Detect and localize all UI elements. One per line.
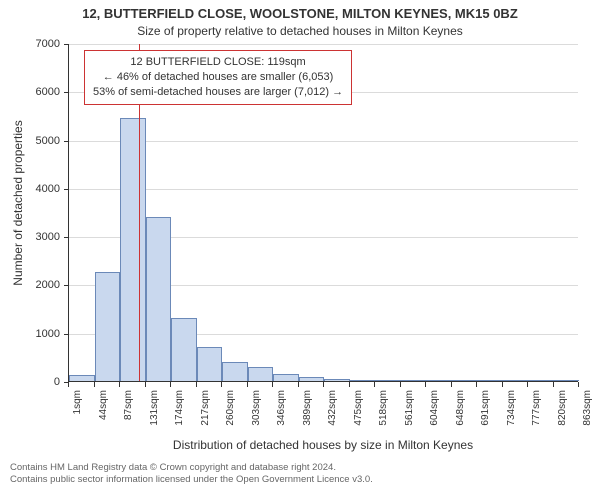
x-tick-label: 863sqm — [582, 390, 593, 426]
y-tick-label: 7000 — [26, 38, 60, 50]
x-axis-label: Distribution of detached houses by size … — [68, 438, 578, 452]
y-tick-label: 4000 — [26, 183, 60, 195]
x-tick-label: 174sqm — [174, 390, 185, 426]
histogram-bar — [95, 272, 121, 381]
y-tick-label: 3000 — [26, 231, 60, 243]
annotation-line1: 12 BUTTERFIELD CLOSE: 119sqm — [93, 55, 343, 70]
x-tick-mark — [527, 382, 528, 387]
y-tick-mark — [64, 141, 69, 142]
histogram-bar — [401, 380, 427, 381]
annotation-box: 12 BUTTERFIELD CLOSE: 119sqm ← 46% of de… — [84, 50, 352, 105]
x-tick-mark — [119, 382, 120, 387]
histogram-bar — [528, 380, 554, 381]
y-tick-label: 5000 — [26, 135, 60, 147]
x-tick-mark — [374, 382, 375, 387]
y-tick-mark — [64, 334, 69, 335]
histogram-bar — [350, 380, 376, 381]
y-tick-mark — [64, 44, 69, 45]
histogram-bar — [273, 374, 299, 381]
x-tick-mark — [476, 382, 477, 387]
x-tick-label: 346sqm — [276, 390, 287, 426]
x-tick-mark — [349, 382, 350, 387]
x-tick-label: 691sqm — [480, 390, 491, 426]
y-tick-label: 2000 — [26, 279, 60, 291]
x-tick-label: 131sqm — [149, 390, 160, 426]
x-tick-label: 44sqm — [98, 390, 109, 420]
histogram-bar — [171, 318, 197, 381]
x-tick-label: 87sqm — [123, 390, 134, 420]
x-tick-label: 734sqm — [506, 390, 517, 426]
annotation-line3: 53% of semi-detached houses are larger (… — [93, 85, 343, 100]
x-tick-mark — [323, 382, 324, 387]
x-tick-mark — [451, 382, 452, 387]
histogram-bar — [248, 367, 274, 381]
x-tick-label: 604sqm — [429, 390, 440, 426]
x-tick-label: 432sqm — [327, 390, 338, 426]
x-tick-label: 475sqm — [353, 390, 364, 426]
x-tick-mark — [221, 382, 222, 387]
footer-line1: Contains HM Land Registry data © Crown c… — [10, 462, 373, 474]
x-tick-mark — [298, 382, 299, 387]
x-tick-mark — [145, 382, 146, 387]
histogram-bar — [299, 377, 325, 381]
histogram-bar — [324, 379, 350, 381]
x-tick-mark — [553, 382, 554, 387]
y-tick-mark — [64, 237, 69, 238]
histogram-bar — [146, 217, 172, 381]
x-tick-mark — [68, 382, 69, 387]
x-tick-mark — [196, 382, 197, 387]
histogram-bar — [554, 380, 580, 381]
chart-container: 12, BUTTERFIELD CLOSE, WOOLSTONE, MILTON… — [0, 0, 600, 500]
histogram-bar — [69, 375, 95, 381]
footer-line2: Contains public sector information licen… — [10, 474, 373, 486]
x-tick-mark — [502, 382, 503, 387]
chart-title-main: 12, BUTTERFIELD CLOSE, WOOLSTONE, MILTON… — [0, 6, 600, 21]
histogram-bar — [477, 380, 503, 381]
y-tick-label: 6000 — [26, 86, 60, 98]
y-tick-mark — [64, 92, 69, 93]
histogram-bar — [120, 118, 146, 381]
histogram-bar — [222, 362, 248, 381]
y-tick-mark — [64, 285, 69, 286]
x-tick-label: 820sqm — [557, 390, 568, 426]
footer: Contains HM Land Registry data © Crown c… — [10, 462, 373, 487]
histogram-bar — [452, 380, 478, 381]
x-tick-mark — [247, 382, 248, 387]
x-tick-label: 1sqm — [72, 390, 83, 414]
y-tick-label: 1000 — [26, 328, 60, 340]
x-tick-label: 303sqm — [251, 390, 262, 426]
histogram-bar — [375, 380, 401, 381]
x-tick-mark — [425, 382, 426, 387]
histogram-bar — [197, 347, 223, 381]
y-tick-label: 0 — [26, 376, 60, 388]
x-tick-mark — [272, 382, 273, 387]
x-tick-mark — [578, 382, 579, 387]
x-tick-mark — [400, 382, 401, 387]
grid-line — [69, 44, 578, 45]
y-axis-label: Number of detached properties — [11, 103, 25, 303]
x-tick-label: 217sqm — [200, 390, 211, 426]
annotation-line2: ← 46% of detached houses are smaller (6,… — [93, 70, 343, 85]
x-tick-mark — [94, 382, 95, 387]
histogram-bar — [503, 380, 529, 381]
histogram-bar — [426, 380, 452, 381]
chart-title-sub: Size of property relative to detached ho… — [0, 24, 600, 38]
x-tick-label: 648sqm — [455, 390, 466, 426]
x-tick-label: 260sqm — [225, 390, 236, 426]
x-tick-label: 561sqm — [404, 390, 415, 426]
x-tick-label: 777sqm — [531, 390, 542, 426]
x-tick-label: 518sqm — [378, 390, 389, 426]
x-tick-mark — [170, 382, 171, 387]
x-tick-label: 389sqm — [302, 390, 313, 426]
y-tick-mark — [64, 189, 69, 190]
